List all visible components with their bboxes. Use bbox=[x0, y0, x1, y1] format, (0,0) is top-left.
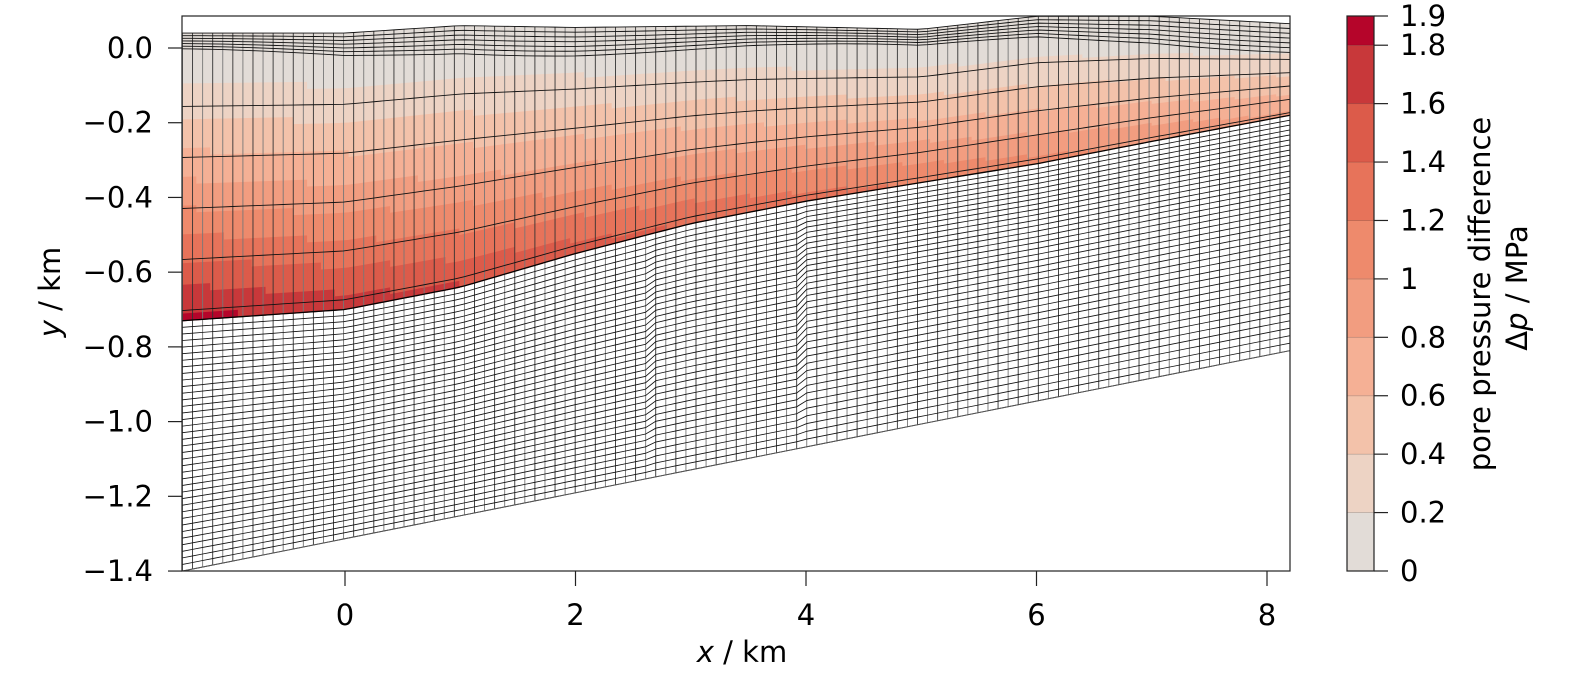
colorbar-tick-label: 0.8 bbox=[1400, 320, 1446, 354]
x-axis-label: x / km bbox=[696, 635, 787, 669]
y-tick-label: 0.0 bbox=[107, 31, 153, 65]
colorbar-segment bbox=[1346, 44, 1375, 105]
colorbar-segment bbox=[1346, 278, 1375, 338]
colorbar-tick-label: 1.4 bbox=[1400, 145, 1446, 179]
mesh-grid bbox=[182, 16, 1290, 571]
x-tick-label: 0 bbox=[336, 598, 354, 632]
colorbar-tick-label: 0.4 bbox=[1400, 437, 1446, 471]
x-tick-label: 2 bbox=[566, 598, 584, 632]
colorbar-segment bbox=[1346, 161, 1375, 221]
colorbar-tick-label: 0.2 bbox=[1400, 496, 1446, 530]
colorbar-frame bbox=[1346, 15, 1375, 572]
colorbar-tick-label: 0.6 bbox=[1400, 379, 1446, 413]
y-tick-label: −0.2 bbox=[83, 106, 153, 140]
colorbar-segment bbox=[1346, 103, 1375, 163]
y-tick-label: −1.2 bbox=[83, 479, 153, 513]
colorbar-tick-label: 1.2 bbox=[1400, 203, 1446, 237]
colorbar-tick-label: 1.9 bbox=[1400, 0, 1446, 33]
colorbar-segment bbox=[1346, 336, 1375, 397]
y-tick-label: −0.8 bbox=[83, 330, 153, 364]
colorbar-segment bbox=[1346, 15, 1375, 46]
y-tick-label: −0.4 bbox=[83, 180, 153, 214]
colorbar: 0 0.2 0.4 0.6 0.8 1 1.2 1.4 1.6 1.81.9 bbox=[1346, 0, 1446, 588]
y-axis-label: y / km bbox=[33, 247, 67, 338]
colorbar-segment bbox=[1346, 512, 1375, 572]
colorbar-tick-label: 0 bbox=[1400, 554, 1418, 588]
y-tick-label: −1.0 bbox=[83, 405, 153, 439]
colorbar-label-line2: Δp / MPa bbox=[1500, 225, 1534, 350]
plot-frame bbox=[181, 15, 1291, 572]
y-tick-label: −0.6 bbox=[83, 255, 153, 289]
x-axis: 0 2 4 6 8 bbox=[336, 571, 1276, 632]
y-axis: 0.0 −0.2 −0.4 −0.6 −0.8 −1.0 −1.2 −1.4 bbox=[83, 31, 182, 588]
colorbar-segment bbox=[1346, 395, 1375, 455]
colorbar-tick-label: 1.6 bbox=[1400, 87, 1446, 121]
colorbar-tick-label: 1.8 bbox=[1400, 28, 1446, 62]
colorbar-segment bbox=[1346, 453, 1375, 513]
x-tick-label: 4 bbox=[797, 598, 815, 632]
colorbar-label-line1: pore pressure difference bbox=[1463, 117, 1497, 472]
plot-area bbox=[182, 16, 1290, 571]
x-tick-label: 6 bbox=[1027, 598, 1045, 632]
colorbar-segment bbox=[1346, 220, 1375, 280]
colorbar-tick-label: 1 bbox=[1400, 262, 1418, 296]
x-tick-label: 8 bbox=[1258, 598, 1276, 632]
y-tick-label: −1.4 bbox=[83, 554, 153, 588]
